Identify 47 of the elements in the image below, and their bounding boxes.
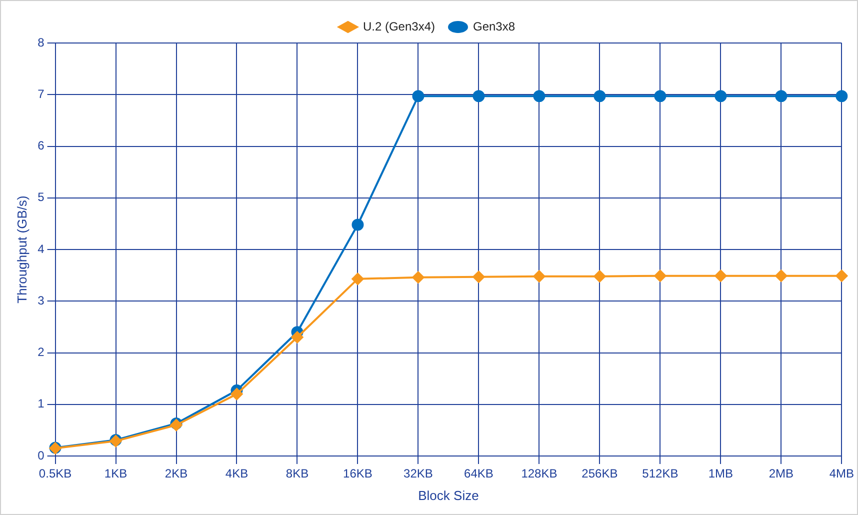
y-tick-label: 0 (38, 448, 45, 462)
x-tick-label: 1KB (104, 466, 128, 481)
point (836, 270, 848, 282)
point (412, 90, 424, 102)
x-tick-label: 2KB (164, 466, 188, 481)
point (352, 272, 364, 285)
point (533, 270, 546, 282)
y-tick-label: 2 (38, 345, 45, 360)
x-tick-label: 16KB (343, 466, 372, 481)
point (472, 90, 485, 102)
y-tick-label: 5 (38, 190, 45, 204)
point (836, 90, 848, 102)
point (594, 270, 606, 282)
point (775, 270, 788, 282)
x-tick-label: 512KB (642, 466, 678, 481)
x-tick-label: 4KB (225, 466, 248, 481)
legend-label: Gen3x8 (473, 19, 516, 34)
y-tick-label: 3 (38, 293, 45, 308)
x-tick-label: 1MB (708, 466, 734, 481)
x-tick-label: 32KB (404, 466, 433, 481)
x-tick-label: 8KB (286, 466, 309, 481)
point (594, 90, 606, 102)
y-axis-title: Throughput (GB/s) (14, 196, 30, 304)
point (230, 388, 243, 400)
point (352, 218, 364, 231)
point (714, 270, 727, 282)
point (291, 331, 304, 344)
y-tick-label: 6 (38, 138, 45, 153)
point (533, 90, 546, 102)
y-tick-label: 4 (38, 242, 45, 256)
x-tick-label: 128KB (521, 466, 558, 481)
point (775, 90, 788, 102)
x-axis-title: Block Size (418, 488, 479, 503)
x-tick-label: 2MB (768, 466, 794, 481)
point (714, 90, 727, 102)
x-tick-label: 0.5KB (38, 466, 72, 481)
point (654, 270, 666, 282)
x-tick-label: 256KB (582, 466, 618, 481)
point (472, 270, 485, 283)
y-tick-label: 1 (38, 396, 45, 411)
point (412, 271, 424, 284)
x-tick-label: 4MB (829, 466, 854, 481)
y-tick-label: 8 (38, 35, 45, 50)
x-tick-label: 64KB (464, 466, 494, 481)
point (654, 90, 666, 102)
y-tick-label: 7 (38, 86, 45, 101)
legend-label: U.2 (Gen3x4) (362, 19, 436, 34)
